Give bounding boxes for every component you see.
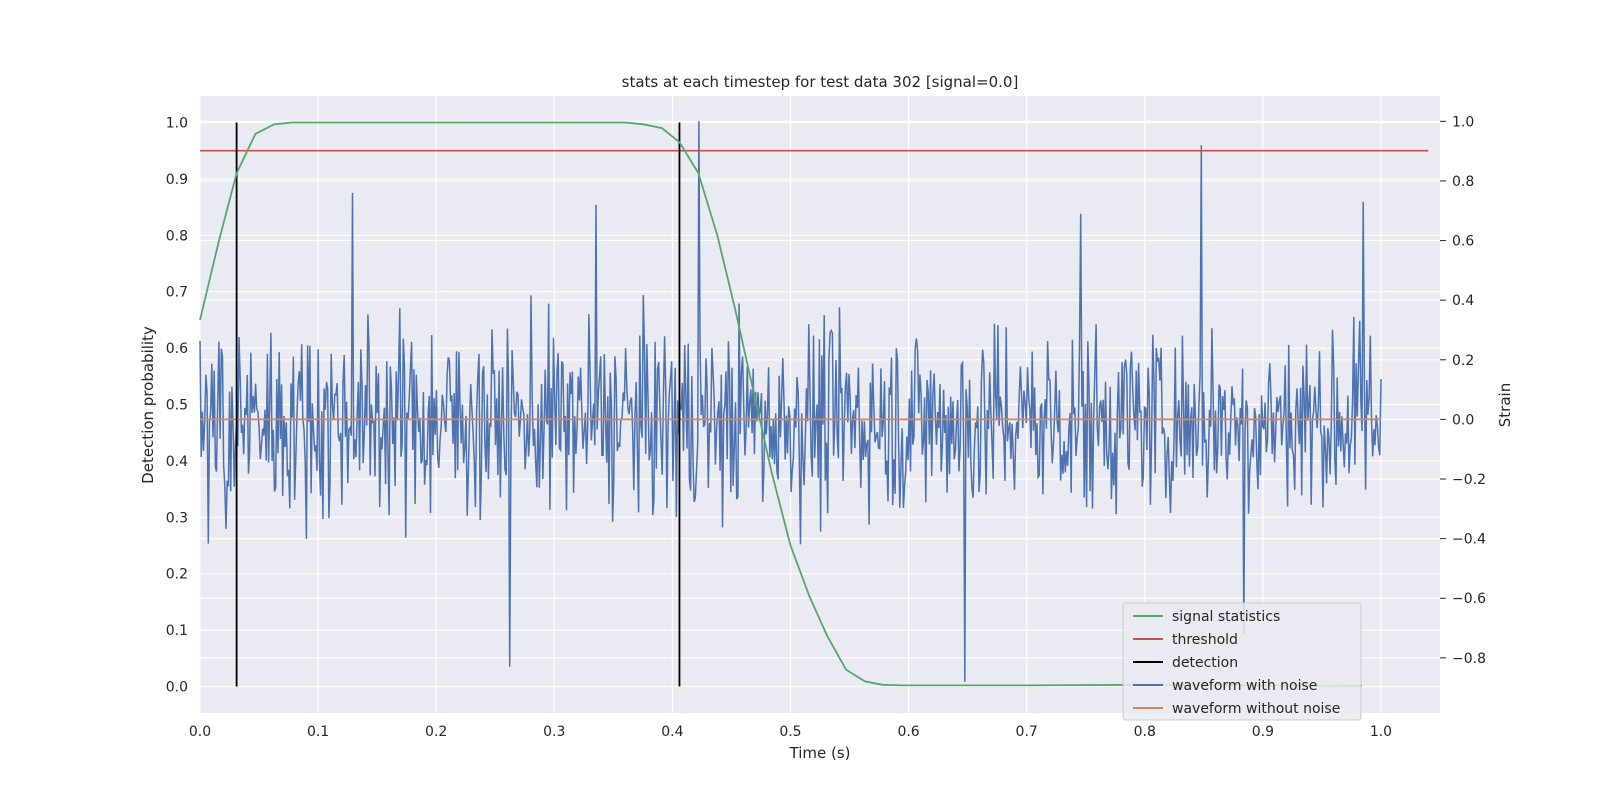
- y-tick-label: 0.3: [166, 510, 188, 526]
- y2-tick-label: −0.8: [1452, 651, 1486, 667]
- y2-tick-label: 0.2: [1452, 353, 1474, 369]
- series-layer: [199, 121, 1429, 687]
- x-tick-label: 0.0: [189, 724, 211, 740]
- y-tick-label: 0.2: [166, 567, 188, 583]
- y2-tick-label: 0.8: [1452, 174, 1474, 190]
- legend: signal statistics threshold detection wa…: [1122, 602, 1362, 721]
- chart-title: stats at each timestep for test data 302…: [622, 73, 1019, 91]
- y-tick-label: 0.9: [166, 172, 188, 188]
- x-axis-label: Time (s): [789, 744, 851, 762]
- y2-tick-label: 0.4: [1452, 293, 1474, 309]
- x-tick-label: 0.9: [1252, 724, 1274, 740]
- x-tick-label: 0.7: [1016, 724, 1038, 740]
- x-tick-label: 0.3: [543, 724, 565, 740]
- x-tick-label: 0.6: [897, 724, 919, 740]
- y2-tick-label: 0.0: [1452, 412, 1474, 428]
- y2-tick-label: −0.4: [1452, 532, 1486, 548]
- legend-label-signal: signal statistics: [1172, 609, 1280, 625]
- y-tick-label: 0.7: [166, 285, 188, 301]
- x-tick-label: 0.2: [425, 724, 447, 740]
- y2-tick-label: 0.6: [1452, 234, 1474, 250]
- y-tick-label: 0.5: [166, 398, 188, 414]
- legend-label-detection: detection: [1172, 655, 1238, 671]
- x-tick-label: 0.4: [661, 724, 683, 740]
- y-tick-label: 0.1: [166, 623, 188, 639]
- y2-tick-label: −0.2: [1452, 472, 1486, 488]
- x-tick-label: 0.5: [779, 724, 801, 740]
- x-tick-label: 1.0: [1370, 724, 1392, 740]
- x-tick-label: 0.8: [1134, 724, 1156, 740]
- legend-label-threshold: threshold: [1172, 632, 1238, 648]
- legend-box: [1122, 602, 1362, 721]
- y-tick-label: 0.6: [166, 341, 188, 357]
- x-tick-label: 0.1: [307, 724, 329, 740]
- tick-labels: 0.0 0.1 0.2 0.3 0.4 0.5 0.6 0.7 0.8 0.9 1.0 0.0 0.1 0…: [166, 114, 1486, 740]
- y-axis-label: Detection probability: [139, 326, 157, 484]
- y-tick-label: 0.8: [166, 228, 188, 244]
- y2-tick-label: 1.0: [1452, 114, 1474, 130]
- y2-axis-label: Strain: [1496, 383, 1514, 427]
- legend-label-clean: waveform without noise: [1172, 701, 1340, 717]
- y-tick-label: 1.0: [166, 116, 188, 132]
- y2-tick-label: −0.6: [1452, 591, 1486, 607]
- signal-statistics-line: [199, 121, 1363, 687]
- y-tick-label: 0.4: [166, 454, 188, 470]
- y-tick-label: 0.0: [166, 679, 188, 695]
- waveform-with-noise-line: [199, 121, 1382, 682]
- legend-label-noisy: waveform with noise: [1172, 678, 1317, 694]
